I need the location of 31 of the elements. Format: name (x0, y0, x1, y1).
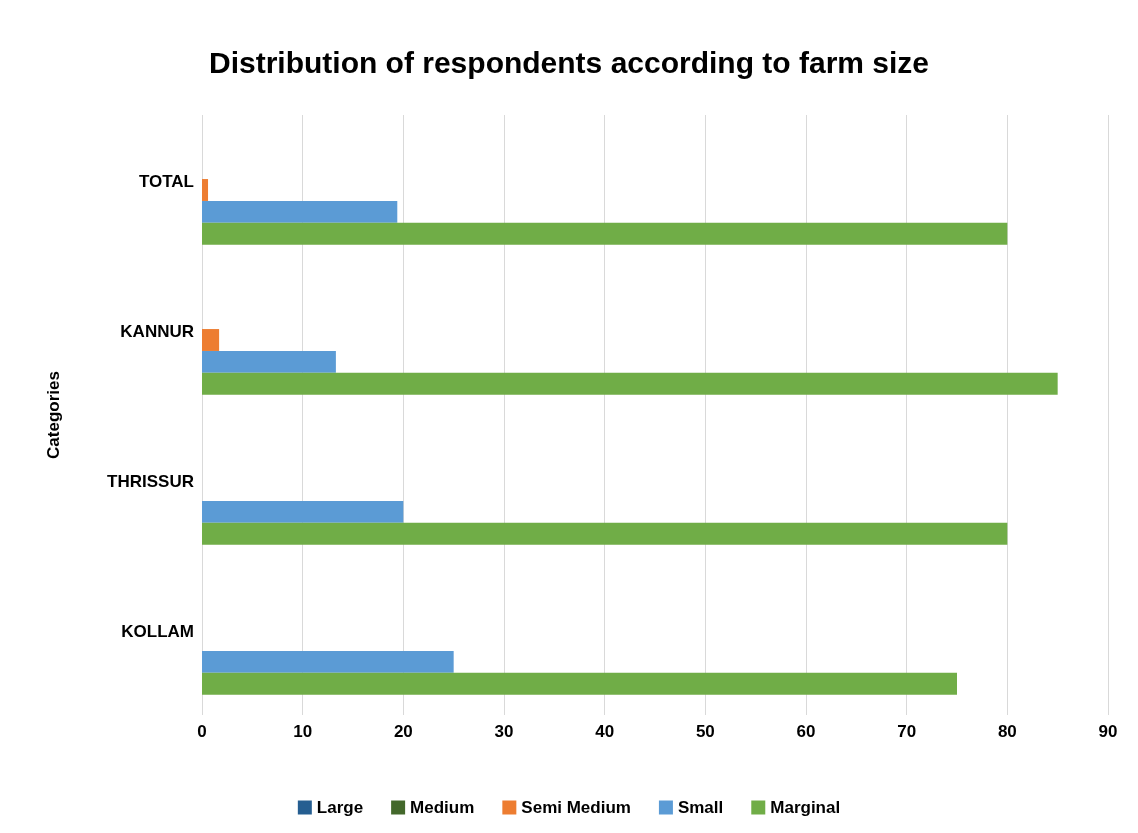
chart-title: Distribution of respondents according to farm size (208, 45, 930, 79)
bar (202, 350, 336, 373)
bar (202, 222, 1008, 245)
bar (202, 500, 404, 523)
bar (202, 522, 1008, 545)
x-tick-label: 30 (494, 722, 514, 741)
bar (202, 372, 1058, 395)
x-tick-label: 80 (997, 722, 1017, 741)
y-tick-label: THRISSUR (107, 472, 194, 491)
legend-label: Medium (410, 798, 475, 817)
legend-label: Marginal (770, 798, 841, 817)
legend-label: Small (677, 798, 724, 817)
x-tick-label: 10 (293, 722, 313, 741)
y-tick-label: KANNUR (120, 322, 194, 341)
x-tick-label: 70 (897, 722, 917, 741)
x-tick-label: 20 (393, 722, 413, 741)
y-tick-label: TOTAL (138, 172, 194, 191)
legend-label: Large (316, 798, 364, 817)
y-axis-title: Categories (44, 371, 63, 459)
x-tick-label: 0 (197, 722, 207, 741)
x-tick-label: 90 (1098, 722, 1118, 741)
bar (202, 329, 220, 351)
x-tick-label: 40 (595, 722, 615, 741)
bar (202, 672, 957, 695)
x-tick-label: 50 (695, 722, 715, 741)
bar (202, 179, 209, 201)
bar (202, 200, 398, 223)
y-tick-label: KOLLAM (121, 622, 194, 641)
x-tick-label: 60 (796, 722, 816, 741)
legend-label: Semi Medium (521, 798, 631, 817)
bar (202, 650, 454, 673)
